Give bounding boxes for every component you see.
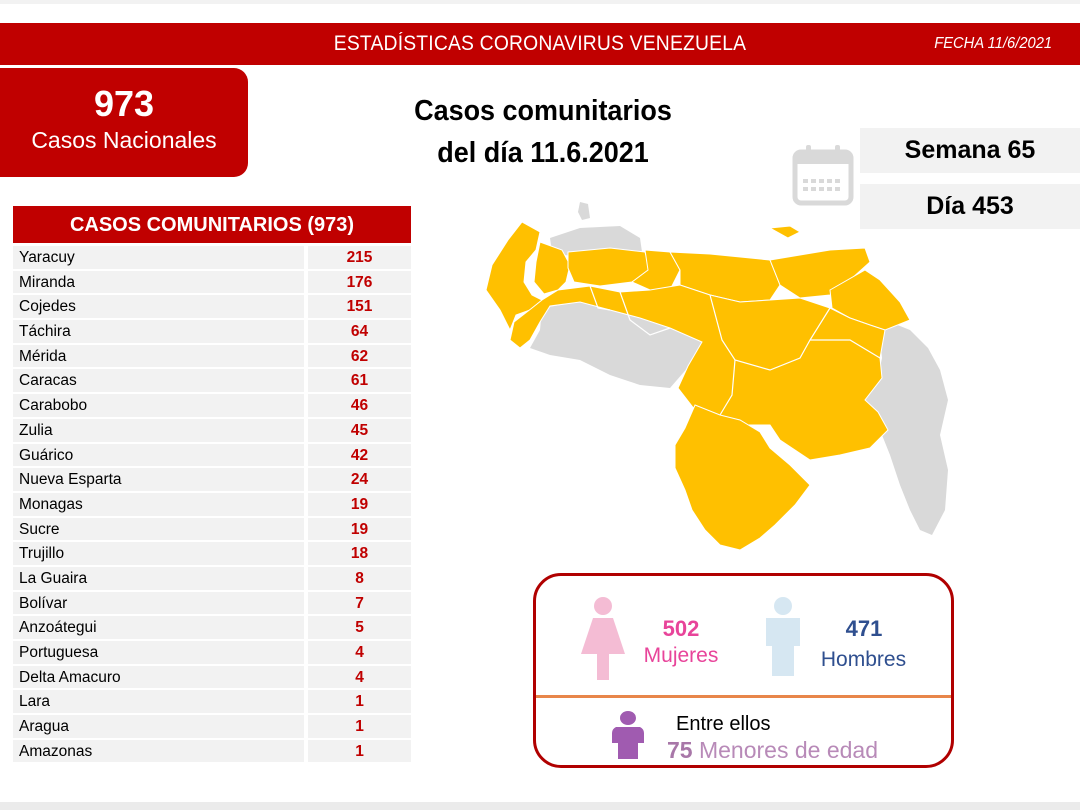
page-title-line1: Casos comunitarios [414,95,672,127]
table-row: Anzoátegui 5 [13,616,411,639]
page-title-line2: del día 11.6.2021 [437,137,649,169]
state-name: Monagas [13,492,304,516]
table-row: Zulia 45 [13,418,411,442]
map-unaffected-regions [530,202,948,535]
state-name: Anzoátegui [13,616,304,639]
state-cases: 215 [308,246,411,269]
state-name: Aragua [13,715,304,738]
bottom-border [0,802,1080,810]
women-label: Mujeres [643,644,719,667]
state-cases: 4 [308,665,411,689]
state-cases: 151 [308,295,411,319]
state-name: Guárico [13,443,304,467]
minors-label: Menores de edad [698,737,878,763]
state-name: Nueva Esparta [13,468,304,491]
table-row: Carabobo 46 [13,394,411,417]
state-name: Mérida [13,344,304,368]
table-row: Lara 1 [13,690,411,714]
table-row: Mérida 62 [13,344,411,368]
state-cases: 62 [308,344,411,368]
table-row: Sucre 19 [13,517,411,541]
table-row: Nueva Esparta 24 [13,468,411,491]
state-name: Yaracuy [13,246,304,269]
venezuela-map [470,190,970,565]
calendar-icon [792,143,854,212]
minors-line: 75 Menores de edad [667,737,878,764]
state-cases: 7 [308,591,411,615]
women-count: 502 [662,616,700,641]
state-name: Delta Amacuro [13,665,304,689]
state-cases: 19 [308,517,411,541]
table-row: Miranda 176 [13,270,411,294]
gender-breakdown-card: 502 Mujeres 471 Hombres Entre ellos 75 M… [533,573,954,768]
state-name: Caracas [13,369,304,393]
table-row: Trujillo 18 [13,542,411,565]
table-row: Bolívar 7 [13,591,411,615]
table-row: Delta Amacuro 4 [13,665,411,689]
state-cases: 1 [308,739,411,763]
week-box: Semana 65 [860,128,1080,173]
state-cases: 46 [308,394,411,417]
minors-count: 75 [667,737,693,763]
national-cases-number: 973 [93,83,155,124]
table-row: Cojedes 151 [13,295,411,319]
state-cases: 64 [308,320,411,343]
state-cases: 42 [308,443,411,467]
table-row: Amazonas 1 [13,739,411,763]
state-name: Sucre [13,517,304,541]
table-row: Aragua 1 [13,715,411,738]
page-title: Casos comunitarios del día 11.6.2021 [394,90,692,174]
state-name: Carabobo [13,394,304,417]
state-name: Trujillo [13,542,304,565]
map-state-borders [589,285,881,416]
woman-icon [579,596,627,685]
state-cases: 176 [308,270,411,294]
state-cases: 4 [308,641,411,664]
table-row: Táchira 64 [13,320,411,343]
national-cases-label: Casos Nacionales [31,127,217,153]
table-row: La Guaira 8 [13,566,411,590]
table-row: Guárico 42 [13,443,411,467]
table-row: Caracas 61 [13,369,411,393]
state-cases: 18 [308,542,411,565]
state-cases: 19 [308,492,411,516]
state-name: Lara [13,690,304,714]
among-label: Entre ellos [676,713,771,735]
map-affected-regions [485,221,911,551]
table-header: CASOS COMUNITARIOS (973) [13,206,411,243]
day-box: Día 453 [860,184,1080,229]
table-row: Yaracuy 215 [13,246,411,269]
table-row: Monagas 19 [13,492,411,516]
state-cases: 8 [308,566,411,590]
state-name: Bolívar [13,591,304,615]
child-icon [612,711,644,764]
state-name: La Guaira [13,566,304,590]
men-label: Hombres [820,648,907,671]
state-name: Táchira [13,320,304,343]
state-name: Amazonas [13,739,304,763]
header-title: ESTADÍSTICAS CORONAVIRUS VENEZUELA [333,32,747,55]
header-date: FECHA 11/6/2021 [934,35,1052,52]
state-cases: 5 [308,616,411,639]
top-border [0,0,1080,4]
state-name: Portuguesa [13,641,304,664]
section-divider [536,695,951,698]
state-cases: 61 [308,369,411,393]
state-cases: 1 [308,715,411,738]
state-cases: 24 [308,468,411,491]
cases-table: Yaracuy 215 Miranda 176 Cojedes 151 Táchira… [13,246,411,764]
man-icon [763,596,803,681]
state-cases: 1 [308,690,411,714]
state-name: Zulia [13,418,304,442]
state-name: Miranda [13,270,304,294]
header-bar: ESTADÍSTICAS CORONAVIRUS VENEZUELA FECHA… [0,23,1080,65]
state-name: Cojedes [13,295,304,319]
state-cases: 45 [308,418,411,442]
men-count: 471 [845,616,883,641]
national-cases-card: 973 Casos Nacionales [0,68,248,177]
table-row: Portuguesa 4 [13,641,411,664]
